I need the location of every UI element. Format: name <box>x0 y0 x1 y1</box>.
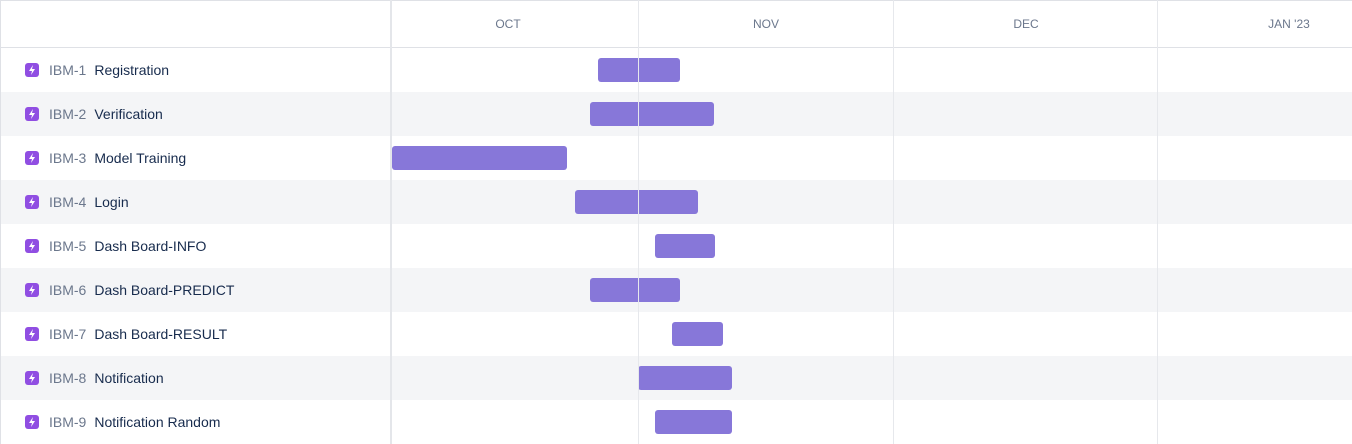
issue-item[interactable]: IBM-9 Notification Random <box>25 400 220 444</box>
issue-key[interactable]: IBM-4 <box>49 194 87 210</box>
month-label-oct: OCT <box>495 17 521 31</box>
lightning-icon <box>25 239 39 253</box>
issue-summary[interactable]: Verification <box>94 106 163 122</box>
timeline-header: OCT NOV DEC JAN '23 <box>1 0 1352 48</box>
issue-item[interactable]: IBM-6 Dash Board-PREDICT <box>25 268 234 312</box>
issue-summary[interactable]: Notification <box>94 370 164 386</box>
table-row[interactable]: IBM-6 Dash Board-PREDICT <box>1 268 1352 312</box>
schedule-bar[interactable] <box>598 58 680 82</box>
lightning-icon <box>25 283 39 297</box>
issue-item[interactable]: IBM-4 Login <box>25 180 129 224</box>
lightning-icon <box>25 327 39 341</box>
issue-item[interactable]: IBM-5 Dash Board-INFO <box>25 224 206 268</box>
issue-summary[interactable]: Dash Board-RESULT <box>94 326 228 342</box>
lightning-icon <box>25 195 39 209</box>
schedule-bar[interactable] <box>590 278 680 302</box>
schedule-bar[interactable] <box>672 322 723 346</box>
sidebar-divider <box>390 0 392 444</box>
lightning-icon <box>25 151 39 165</box>
table-row[interactable]: IBM-9 Notification Random <box>1 400 1352 444</box>
issue-key[interactable]: IBM-6 <box>49 282 87 298</box>
month-label-dec: DEC <box>1013 17 1039 31</box>
table-row[interactable]: IBM-3 Model Training <box>1 136 1352 180</box>
issue-summary[interactable]: Model Training <box>94 150 187 166</box>
schedule-bar[interactable] <box>590 102 714 126</box>
month-gridline-dec <box>893 0 894 444</box>
issue-item[interactable]: IBM-8 Notification <box>25 356 164 400</box>
lightning-icon <box>25 63 39 77</box>
month-label-nov: NOV <box>752 17 780 31</box>
issue-key[interactable]: IBM-7 <box>49 326 87 342</box>
issue-key[interactable]: IBM-2 <box>49 106 87 122</box>
schedule-bar[interactable] <box>392 146 567 170</box>
schedule-bar[interactable] <box>655 410 732 434</box>
issue-key[interactable]: IBM-5 <box>49 238 87 254</box>
issue-item[interactable]: IBM-7 Dash Board-RESULT <box>25 312 227 356</box>
month-label-jan: JAN '23 <box>1268 17 1310 31</box>
table-row[interactable]: IBM-8 Notification <box>1 356 1352 400</box>
table-row[interactable]: IBM-4 Login <box>1 180 1352 224</box>
table-row[interactable]: IBM-7 Dash Board-RESULT <box>1 312 1352 356</box>
issue-summary[interactable]: Notification Random <box>94 414 221 430</box>
schedule-bar[interactable] <box>575 190 698 214</box>
table-row[interactable]: IBM-2 Verification <box>1 92 1352 136</box>
issue-key[interactable]: IBM-8 <box>49 370 87 386</box>
issue-item[interactable]: IBM-3 Model Training <box>25 136 186 180</box>
lightning-icon <box>25 371 39 385</box>
month-gridline-jan <box>1157 0 1158 444</box>
issue-summary[interactable]: Dash Board-INFO <box>94 238 207 254</box>
issue-summary[interactable]: Dash Board-PREDICT <box>94 282 235 298</box>
table-row[interactable]: IBM-5 Dash Board-INFO <box>1 224 1352 268</box>
issue-key[interactable]: IBM-3 <box>49 150 87 166</box>
issue-key[interactable]: IBM-9 <box>49 414 87 430</box>
table-row[interactable]: IBM-1 Registration <box>1 48 1352 92</box>
schedule-bar[interactable] <box>655 234 715 258</box>
lightning-icon <box>25 415 39 429</box>
lightning-icon <box>25 107 39 121</box>
month-gridline-nov <box>638 0 639 444</box>
issue-item[interactable]: IBM-2 Verification <box>25 92 163 136</box>
issue-item[interactable]: IBM-1 Registration <box>25 48 169 92</box>
schedule-bar[interactable] <box>638 366 732 390</box>
issue-summary[interactable]: Registration <box>94 62 170 78</box>
issue-key[interactable]: IBM-1 <box>49 62 87 78</box>
issue-summary[interactable]: Login <box>94 194 129 210</box>
